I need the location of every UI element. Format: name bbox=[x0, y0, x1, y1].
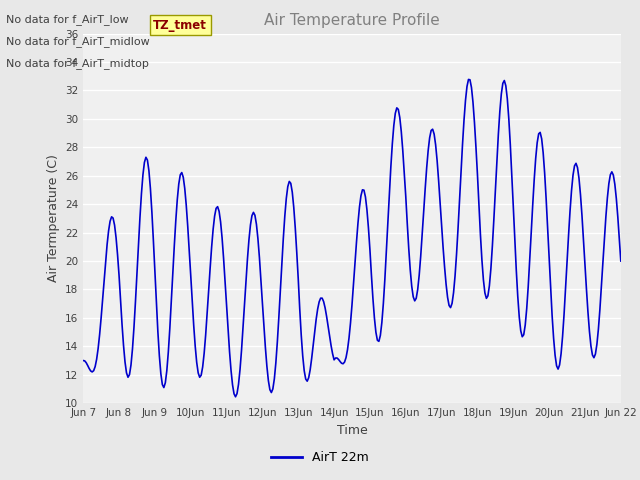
Legend: AirT 22m: AirT 22m bbox=[266, 446, 374, 469]
X-axis label: Time: Time bbox=[337, 424, 367, 437]
Text: No data for f_AirT_midtop: No data for f_AirT_midtop bbox=[6, 58, 149, 69]
Text: No data for f_AirT_midlow: No data for f_AirT_midlow bbox=[6, 36, 150, 47]
Text: No data for f_AirT_low: No data for f_AirT_low bbox=[6, 14, 129, 25]
Y-axis label: Air Termperature (C): Air Termperature (C) bbox=[47, 155, 60, 282]
Title: Air Temperature Profile: Air Temperature Profile bbox=[264, 13, 440, 28]
Text: TZ_tmet: TZ_tmet bbox=[153, 19, 207, 32]
